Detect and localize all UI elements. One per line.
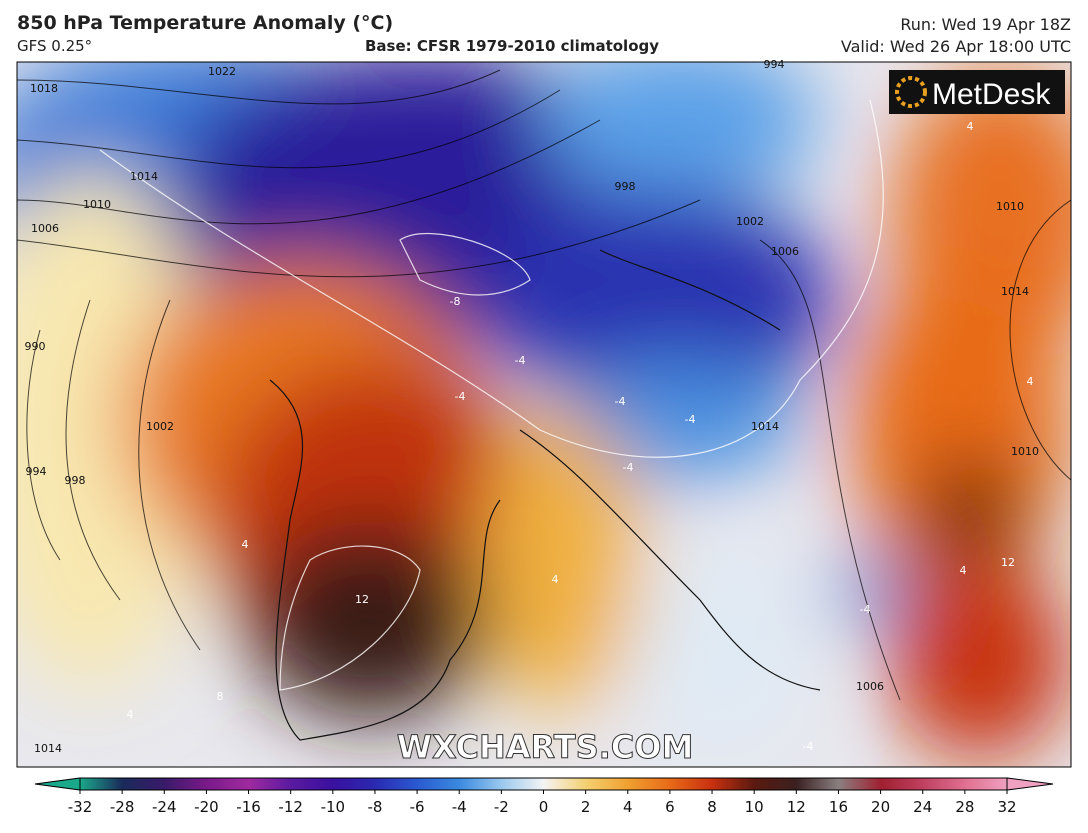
- colorbar-tick-label: 2: [581, 798, 591, 816]
- colorbar-tick-label: -4: [452, 798, 467, 816]
- colorbar-segment: [627, 778, 671, 790]
- pressure-label: 1002: [736, 215, 764, 228]
- colorbar-segment: [543, 778, 587, 790]
- colorbar-tick-label: 12: [787, 798, 806, 816]
- pressure-label: 1014: [751, 420, 779, 433]
- pressure-label: 994: [764, 58, 785, 71]
- anomaly-label: -4: [615, 395, 626, 408]
- colorbar-segment: [164, 778, 207, 790]
- colorbar-segment: [122, 778, 165, 790]
- colorbar-tick-label: -28: [110, 798, 135, 816]
- anomaly-label: -4: [860, 603, 871, 616]
- colorbar-segment: [838, 778, 882, 790]
- colorbar-segment: [712, 778, 755, 790]
- pressure-label: 1010: [1011, 445, 1039, 458]
- pressure-label: 1014: [1001, 285, 1029, 298]
- anomaly-label: -4: [455, 390, 466, 403]
- pressure-label: 1022: [208, 65, 236, 78]
- colorbar-tick-label: 10: [745, 798, 764, 816]
- colorbar-tick-label: -24: [152, 798, 177, 816]
- anomaly-label: 4: [242, 538, 249, 551]
- anomaly-label: 4: [1027, 375, 1034, 388]
- colorbar-segment: [669, 778, 713, 790]
- colorbar-segment: [880, 778, 924, 790]
- colorbar-segment: [585, 778, 629, 790]
- anomaly-field: [17, 62, 1071, 767]
- colorbar-segment: [248, 778, 292, 790]
- logo: MetDesk: [932, 78, 1051, 111]
- colorbar-segment: [754, 778, 797, 790]
- colorbar-tick-label: 8: [707, 798, 717, 816]
- colorbar-tick-label: -20: [194, 798, 219, 816]
- colorbar-segment: [206, 778, 250, 790]
- colorbar-tick-label: -10: [321, 798, 346, 816]
- base: Base: CFSR 1979-2010 climatology: [365, 37, 660, 55]
- anomaly-label: -8: [450, 295, 461, 308]
- colorbar-tick-label: 4: [623, 798, 633, 816]
- logo-icon: [895, 76, 927, 108]
- anomaly-label: 4: [552, 573, 559, 586]
- anomaly-label: -4: [685, 413, 696, 426]
- title: 850 hPa Temperature Anomaly (°C): [17, 12, 394, 34]
- colorbar-tick-label: 24: [913, 798, 932, 816]
- colorbar-segment: [290, 778, 334, 790]
- colorbar-segment: [796, 778, 839, 790]
- colorbar-tick-label: -6: [410, 798, 425, 816]
- pressure-label: 1002: [146, 420, 174, 433]
- watermark: WXCHARTS.COM: [397, 728, 694, 766]
- colorbar-segment: [459, 778, 502, 790]
- anomaly-label: 8: [217, 690, 224, 703]
- map-frame: [16, 61, 1072, 768]
- pressure-label: 1006: [771, 245, 799, 258]
- pressure-label: 1014: [130, 170, 158, 183]
- anomaly-label: 12: [355, 593, 369, 606]
- pressure-label: 998: [615, 180, 636, 193]
- colorbar-tick-label: -2: [494, 798, 509, 816]
- colorbar-segment: [332, 778, 376, 790]
- pressure-label: 994: [26, 465, 47, 478]
- anomaly-label: 12: [1001, 556, 1015, 569]
- colorbar-tick-label: 28: [955, 798, 974, 816]
- anomaly-label: -4: [623, 461, 634, 474]
- model: GFS 0.25°: [17, 37, 93, 55]
- colorbar-tick-label: -32: [68, 798, 93, 816]
- run: Run: Wed 19 Apr 18Z: [900, 15, 1071, 34]
- colorbar-segment: [374, 778, 418, 790]
- colorbar-segment: [417, 778, 460, 790]
- colorbar-tick-label: 32: [997, 798, 1016, 816]
- valid: Valid: Wed 26 Apr 18:00 UTC: [840, 37, 1071, 56]
- logo-box: [889, 70, 1065, 114]
- anomaly-label: 4: [960, 564, 967, 577]
- colorbar-end: [1006, 777, 1054, 791]
- anomaly-label: 4: [967, 120, 974, 133]
- anomaly-label: 4: [127, 708, 134, 721]
- colorbar-end: [34, 777, 81, 791]
- pressure-label: 1006: [31, 222, 59, 235]
- pressure-label: 1010: [996, 200, 1024, 213]
- colorbar-tick-label: -16: [236, 798, 261, 816]
- colorbar-tick-label: 16: [829, 798, 848, 816]
- pressure-label: 1006: [856, 680, 884, 693]
- colorbar-tick-label: -8: [367, 798, 382, 816]
- colorbar-tick-label: 0: [539, 798, 549, 816]
- anomaly-label: -4: [515, 354, 526, 367]
- colorbar-segment: [501, 778, 544, 790]
- pressure-label: 990: [25, 340, 46, 353]
- pressure-label: 1010: [83, 198, 111, 211]
- colorbar-segment: [964, 778, 1008, 790]
- colorbar-segment: [922, 778, 966, 790]
- pressure-label: 1014: [34, 742, 62, 755]
- pressure-label: 998: [65, 474, 86, 487]
- colorbar-segment: [80, 778, 123, 790]
- anomaly-label: -4: [803, 740, 814, 753]
- pressure-label: 1018: [30, 82, 58, 95]
- colorbar-tick-label: 6: [665, 798, 675, 816]
- colorbar-tick-label: -12: [278, 798, 303, 816]
- colorbar-tick-label: 20: [871, 798, 890, 816]
